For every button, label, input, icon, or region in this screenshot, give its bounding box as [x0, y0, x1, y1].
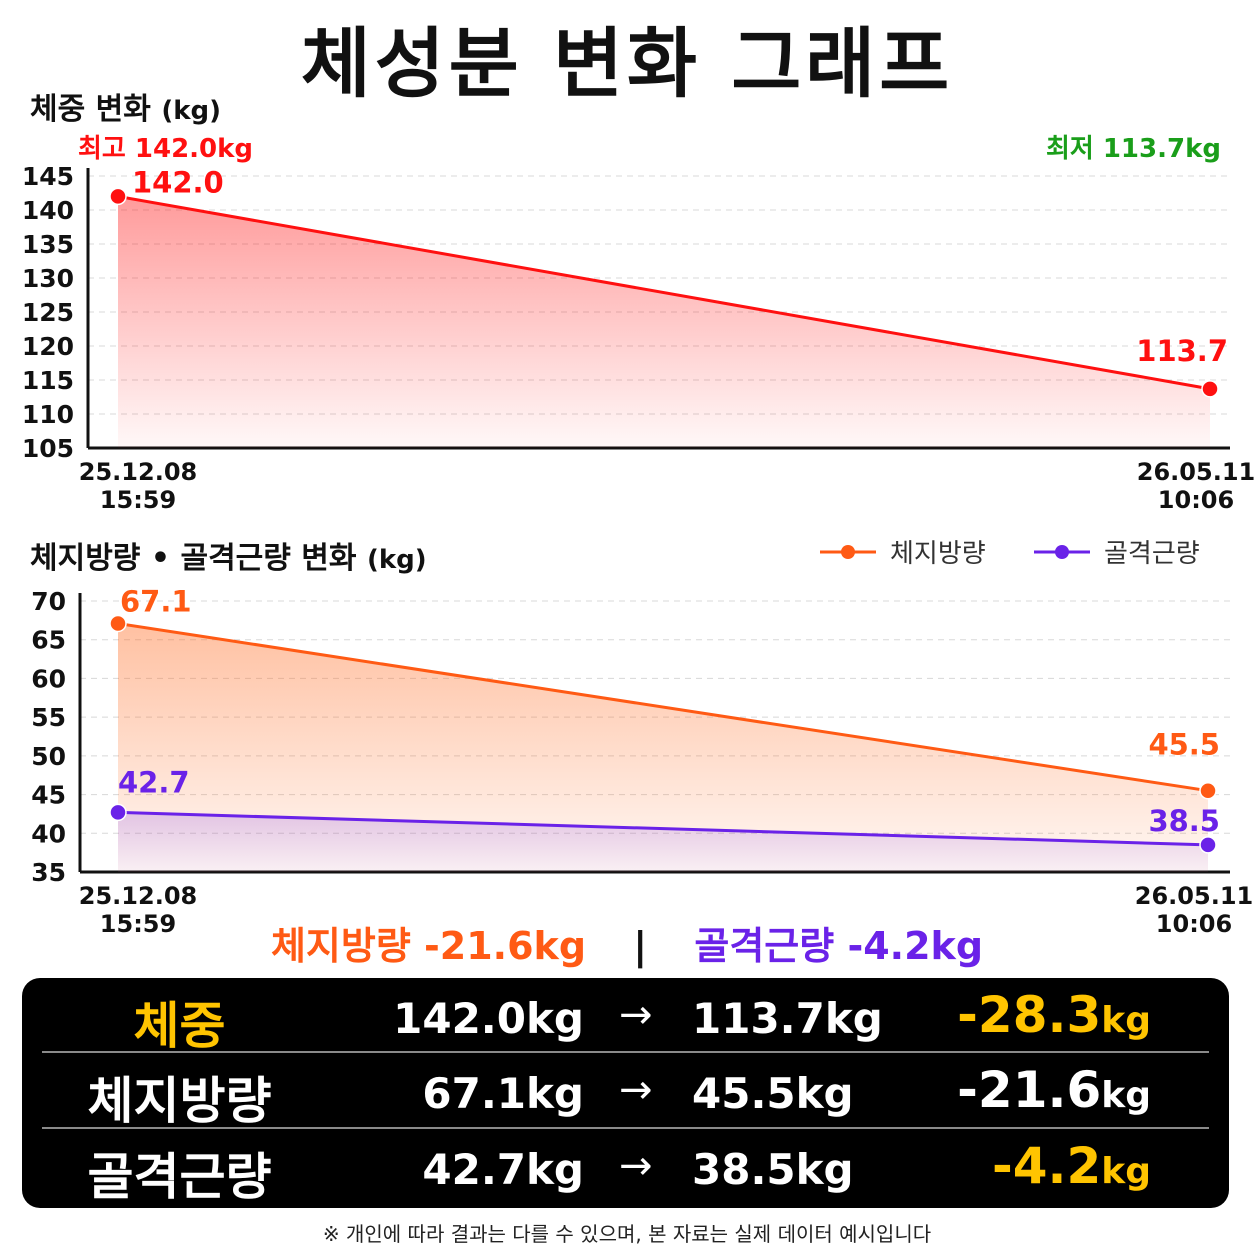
muscle-change-summary: 골격근량 -4.2kg — [694, 924, 984, 968]
weight-data-label: 113.7 — [1136, 334, 1228, 368]
table-row-weight: 체중 142.0kg → 113.7kg -28.3kg — [22, 980, 1229, 1056]
y-tick-label: 110 — [22, 400, 74, 429]
legend-fat-marker — [841, 545, 855, 559]
y-tick-label: 120 — [22, 332, 74, 361]
muscle-data-label: 42.7 — [118, 765, 190, 799]
y-tick-label: 135 — [22, 230, 74, 259]
arrow-icon: → — [619, 992, 653, 1038]
legend-muscle-marker — [1055, 545, 1069, 559]
row-delta-value: -28.3 — [957, 986, 1102, 1044]
y-tick-label: 140 — [22, 196, 74, 225]
fat-change-summary: 체지방량 -21.6kg — [270, 924, 587, 968]
row-divider — [42, 1127, 1209, 1129]
y-tick-label: 65 — [31, 626, 66, 655]
x-tick-time: 10:06 — [1156, 910, 1232, 938]
y-tick-label: 70 — [31, 587, 66, 616]
y-tick-label: 40 — [31, 819, 66, 848]
row-label: 체지방량 — [87, 1072, 272, 1130]
x-tick-date: 25.12.08 — [79, 882, 197, 910]
row-delta: -4.2kg — [992, 1137, 1151, 1195]
y-tick-label: 105 — [22, 434, 74, 463]
footnote: ※ 개인에 따라 결과는 다를 수 있으며, 본 자료는 실제 데이터 예시입니… — [322, 1222, 932, 1246]
weight-area-fill — [118, 196, 1210, 448]
x-tick-date: 26.05.11 — [1137, 458, 1254, 486]
row-delta-value: -4.2 — [991, 1137, 1102, 1195]
y-tick-label: 35 — [31, 858, 66, 887]
row-delta: -28.3kg — [957, 986, 1151, 1044]
arrow-icon: → — [619, 1067, 653, 1113]
y-tick-label: 50 — [31, 742, 66, 771]
muscle-point — [109, 803, 127, 822]
y-tick-label: 145 — [22, 162, 74, 191]
row-to-value: 38.5kg — [692, 1145, 854, 1194]
x-tick-date: 26.05.11 — [1135, 882, 1253, 910]
row-delta-unit: kg — [1101, 1000, 1151, 1041]
row-to-value: 113.7kg — [692, 994, 883, 1043]
x-tick-time: 10:06 — [1158, 486, 1234, 514]
row-delta-unit: kg — [1101, 1151, 1151, 1192]
muscle-line — [117, 810, 1209, 847]
legend-muscle-label: 골격근량 — [1104, 539, 1200, 569]
y-tick-label: 45 — [31, 781, 66, 810]
fat-point — [1199, 781, 1217, 800]
y-tick-label: 55 — [31, 703, 66, 732]
weight-line — [117, 194, 1211, 391]
fat-line — [117, 621, 1209, 793]
y-tick-label: 125 — [22, 298, 74, 327]
row-from-value: 142.0kg — [393, 994, 584, 1043]
row-delta-unit: kg — [1101, 1075, 1151, 1116]
fat-point — [109, 614, 127, 633]
row-divider — [42, 1051, 1209, 1053]
fat-area-fill — [118, 623, 1208, 872]
weight-chart: 142.0 113.7 105 110 115 120 125 130 135 140 145 25… — [22, 162, 1254, 514]
table-row-muscle: 골격근량 42.7kg → 38.5kg -4.2kg — [22, 1131, 1229, 1207]
muscle-point — [1199, 836, 1217, 854]
body-comp-chart: 67.1 45.5 42.7 38.5 35 40 45 50 55 60 65 70 25.12.0… — [31, 539, 1253, 938]
results-table: 체중 142.0kg → 113.7kg -28.3kg 체지방량 67.1kg… — [22, 978, 1229, 1208]
weight-point — [109, 187, 127, 206]
weight-point — [1201, 380, 1219, 398]
fat-data-label: 67.1 — [120, 584, 192, 618]
weight-chart-title-unit: (kg) — [161, 96, 221, 126]
legend-fat-label: 체지방량 — [890, 539, 986, 569]
row-label: 골격근량 — [87, 1148, 272, 1206]
page-title: 체성분 변화 그래프 — [300, 19, 954, 108]
y-tick-label: 130 — [22, 264, 74, 293]
row-to-value: 45.5kg — [692, 1069, 854, 1118]
weight-chart-title: 체중 변화 (kg) — [30, 84, 221, 128]
fat-data-label: 45.5 — [1148, 728, 1220, 762]
muscle-area-fill — [118, 812, 1208, 872]
row-delta: -21.6kg — [957, 1061, 1151, 1119]
row-label: 체중 — [133, 997, 226, 1055]
change-summary: 체지방량 -21.6kg | 골격근량 -4.2kg — [0, 915, 1254, 970]
y-tick-label: 115 — [22, 366, 74, 395]
body-comp-chart-title-text: 체지방량 • 골격근량 변화 — [30, 541, 357, 576]
muscle-data-label: 38.5 — [1148, 804, 1220, 838]
x-tick-time: 15:59 — [100, 910, 176, 938]
row-from-value: 67.1kg — [422, 1069, 584, 1118]
weight-data-label: 142.0 — [132, 165, 224, 199]
table-row-fat: 체지방량 67.1kg → 45.5kg -21.6kg — [22, 1055, 1229, 1131]
x-tick-time: 15:59 — [100, 486, 176, 514]
weight-min-label: 최저 113.7kg — [1045, 134, 1221, 164]
weight-chart-title-text: 체중 변화 — [30, 92, 151, 127]
body-comp-chart-title-unit: (kg) — [366, 545, 427, 575]
row-from-value: 42.7kg — [422, 1145, 584, 1194]
chart-legend: 체지방량 골격근량 — [820, 539, 1200, 569]
arrow-icon: → — [619, 1143, 653, 1189]
body-comp-chart-title: 체지방량 • 골격근량 변화 (kg) — [30, 533, 427, 577]
x-tick-date: 25.12.08 — [79, 458, 197, 486]
y-tick-label: 60 — [31, 664, 66, 693]
weight-max-label: 최고 142.0kg — [78, 134, 254, 164]
row-delta-value: -21.6 — [957, 1061, 1102, 1119]
summary-separator: | — [633, 924, 648, 968]
